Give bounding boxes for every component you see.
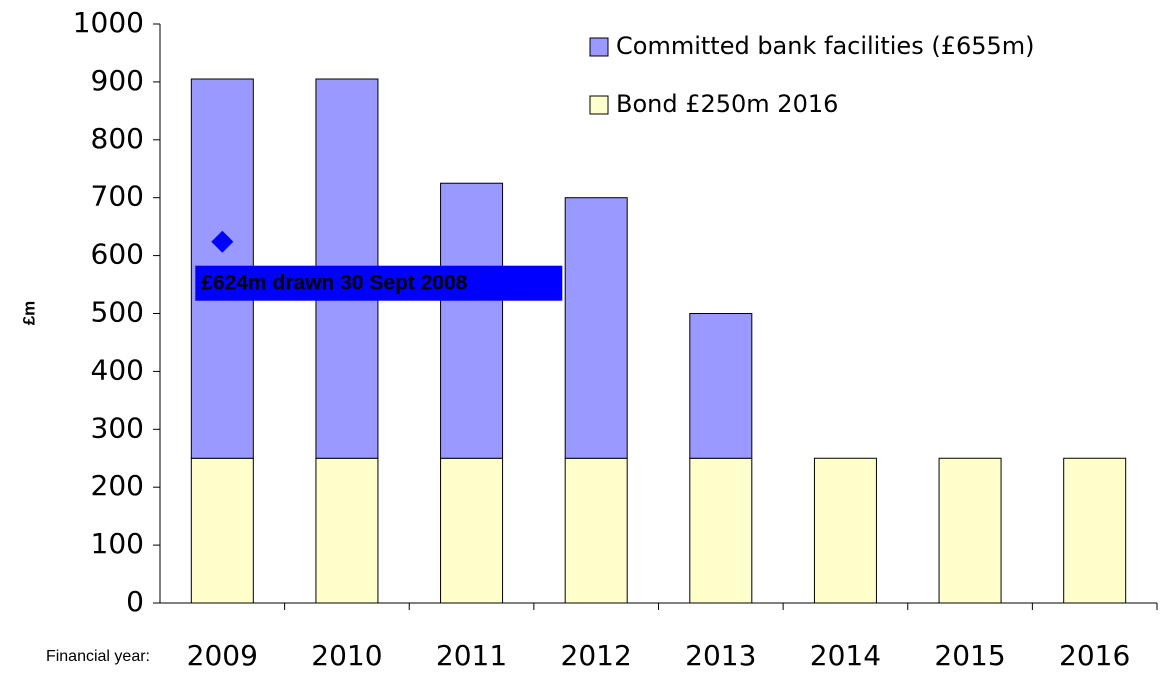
y-tick-label: 0 [126,585,144,618]
x-tick-label: 2009 [187,639,258,672]
legend-swatch [589,95,609,115]
annotation-box [195,265,563,301]
x-tick-label: 2011 [436,639,507,672]
bar-segment [564,457,628,604]
bar-segment [938,457,1002,604]
bar-segment [689,313,753,459]
bar-segment [564,197,628,459]
annotation-label: £624m drawn 30 Sept 2008 [201,271,467,294]
legend-swatch [589,37,609,57]
bar-segment [440,182,504,459]
bar-segment [1063,457,1127,604]
x-tick-label: 2014 [810,639,881,672]
x-tick-label: 2015 [934,639,1005,672]
y-tick-label: 300 [91,411,144,444]
bar-segment [315,457,379,604]
y-tick-label: 100 [91,527,144,560]
y-tick-label: 500 [91,296,144,329]
x-tick-label: 2012 [561,639,632,672]
legend-label: Bond £250m 2016 [616,90,838,118]
y-tick-label: 600 [91,238,144,271]
bar-segment [813,457,877,604]
annotation-marker [211,230,234,253]
y-tick-label: 700 [91,180,144,213]
y-axis-label: £m [19,301,38,326]
legend-label: Committed bank facilities (£655m) [616,32,1035,60]
bar-segment [190,457,254,604]
x-tick-label: 2016 [1059,639,1130,672]
y-tick-label: 800 [91,122,144,155]
bar-segment [689,457,753,604]
x-tick-label: 2013 [685,639,756,672]
y-tick-label: 200 [91,469,144,502]
bar-segment [440,457,504,604]
y-tick-label: 900 [91,64,144,97]
x-axis-label: Financial year: [46,648,150,665]
y-tick-label: 1000 [73,6,144,39]
x-tick-label: 2010 [311,639,382,672]
y-tick-label: 400 [91,353,144,386]
